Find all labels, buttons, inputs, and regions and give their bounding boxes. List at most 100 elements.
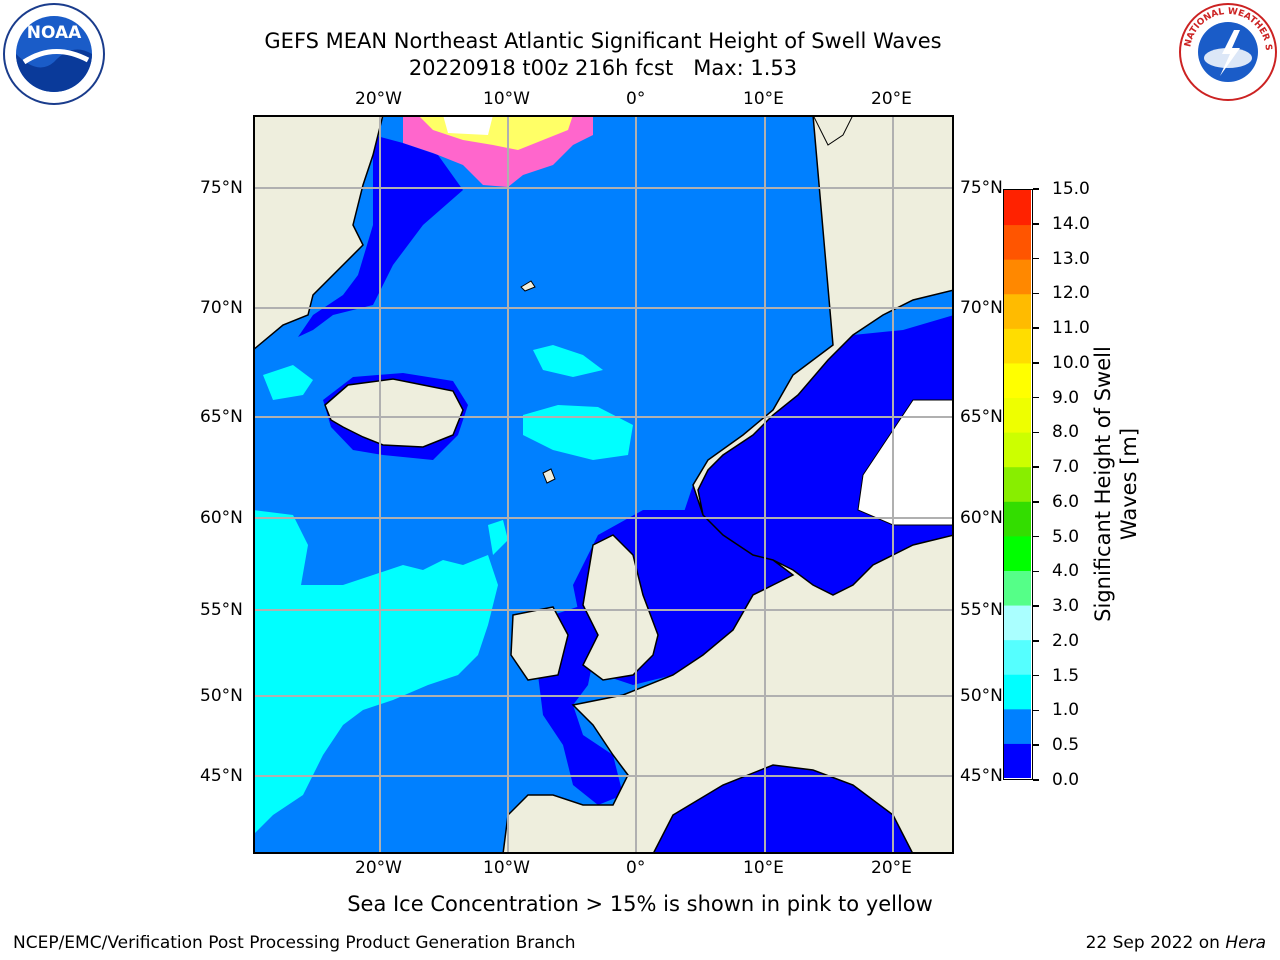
colorbar-tick-mark — [1033, 327, 1039, 329]
lat-label-left-55n: 55°N — [200, 600, 243, 620]
colorbar-tick-label: 14.0 — [1052, 213, 1090, 234]
colorbar-segment — [1004, 432, 1031, 468]
land-greenland — [252, 114, 384, 352]
colorbar-tick-mark — [1033, 396, 1039, 399]
colorbar-tick-mark — [1033, 223, 1039, 225]
lat-label-right-65n: 65°N — [960, 407, 1003, 427]
colorbar-tick-label: 1.0 — [1052, 700, 1080, 721]
colorbar-tick-label: 0.0 — [1052, 770, 1080, 790]
lat-label-right-75n: 75°N — [960, 178, 1003, 198]
swell-patch-north — [533, 345, 603, 377]
colorbar-segment — [1004, 743, 1031, 778]
colorbar-tick-mark — [1033, 709, 1039, 712]
colorbar-tick-mark — [1033, 570, 1039, 573]
swell-region-west — [253, 510, 498, 835]
colorbar-tick-mark — [1033, 466, 1039, 468]
colorbar-tick-mark — [1033, 640, 1039, 642]
colorbar-segment — [1004, 293, 1031, 329]
colorbar-segment — [1004, 328, 1031, 364]
lat-label-right-50n: 50°N — [960, 686, 1003, 706]
lat-label-right-70n: 70°N — [960, 298, 1003, 318]
colorbar-ticks: 15.0 14.0 13.0 12.0 11.0 10.0 9.0 8.0 7.0 6.0 5.0 4… — [1033, 179, 1103, 790]
colorbar-tick-label: 0.5 — [1052, 735, 1080, 756]
colorbar-tick-mark — [1033, 535, 1039, 538]
colorbar-tick-label: 6.0 — [1052, 491, 1080, 512]
colorbar-tick-label: 7.0 — [1052, 457, 1080, 478]
lon-label-top-20e: 20°E — [871, 89, 912, 109]
lat-label-right-45n: 45°N — [960, 766, 1003, 786]
colorbar-tick-mark — [1033, 605, 1039, 607]
colorbar-tick-mark — [1033, 362, 1039, 364]
colorbar-tick-label: 15.0 — [1052, 179, 1090, 199]
colorbar-tick-label: 4.0 — [1052, 561, 1080, 582]
footer-date: 22 Sep 2022 on Hera — [1086, 932, 1266, 954]
colorbar-segment — [1004, 224, 1031, 260]
swell-patch-west — [263, 365, 313, 400]
colorbar — [1003, 189, 1033, 780]
colorbar-tick-label: 2.0 — [1052, 630, 1080, 651]
lon-label-bottom-10w: 10°W — [483, 858, 530, 878]
lon-label-bottom-20e: 20°E — [871, 858, 912, 878]
calm-mediterranean — [653, 765, 913, 854]
lon-label-top-0: 0° — [626, 89, 646, 109]
colorbar-tick-mark — [1033, 257, 1039, 260]
colorbar-tick-label: 5.0 — [1052, 526, 1080, 547]
lon-label-top-10e: 10°E — [743, 89, 784, 109]
colorbar-label: Significant Height of Swell Waves [m] — [1091, 346, 1141, 622]
lon-label-bottom-10e: 10°E — [743, 858, 784, 878]
chart-title-line1: GEFS MEAN Northeast Atlantic Significant… — [264, 29, 942, 53]
colorbar-segment — [1004, 397, 1031, 433]
colorbar-segment — [1004, 259, 1031, 295]
land-faroes — [542, 468, 556, 484]
lat-label-left-60n: 60°N — [200, 508, 243, 528]
colorbar-segment — [1004, 570, 1031, 606]
map-frame — [253, 115, 954, 854]
lat-label-left-65n: 65°N — [200, 407, 243, 427]
land-iceland — [324, 378, 464, 448]
map-panel — [252, 114, 955, 855]
footer-branch: NCEP/EMC/Verification Post Processing Pr… — [13, 933, 576, 953]
colorbar-tick-label: 8.0 — [1052, 422, 1080, 443]
colorbar-tick-mark — [1033, 744, 1039, 746]
colorbar-tick-label: 10.0 — [1052, 352, 1090, 373]
calm-norway-baltic — [683, 285, 954, 635]
colorbar-tick-mark — [1033, 292, 1039, 295]
colorbar-tick-label: 1.5 — [1052, 665, 1080, 686]
chart-title-line2: 20220918 t00z 216h fcst Max: 1.53 — [408, 56, 798, 80]
lon-label-bottom-20w: 20°W — [355, 858, 402, 878]
noaa-logo-text: NOAA — [27, 23, 82, 43]
lat-label-right-55n: 55°N — [960, 600, 1003, 620]
colorbar-segment — [1004, 362, 1031, 399]
colorbar-tick-label: 12.0 — [1052, 283, 1090, 304]
map-svg — [252, 114, 955, 855]
land-great-britain — [582, 534, 659, 681]
colorbar-segment — [1004, 501, 1031, 537]
colorbar-segment — [1004, 190, 1031, 226]
colorbar-segment — [1004, 605, 1031, 641]
colorbar-tick-label: 9.0 — [1052, 387, 1080, 408]
colorbar-tick-label: 3.0 — [1052, 596, 1080, 617]
footer-host: Hera — [1225, 933, 1266, 953]
colorbar-tick-mark — [1033, 674, 1039, 677]
graticule — [253, 115, 954, 854]
sea-ice-white — [443, 115, 493, 135]
colorbar-segment — [1004, 535, 1031, 571]
colorbar-tick-mark — [1033, 779, 1039, 781]
footer-date-text: 22 Sep 2022 on — [1085, 933, 1226, 953]
lat-label-right-60n: 60°N — [960, 508, 1003, 528]
colorbar-segment — [1004, 708, 1031, 744]
swell-patch-center — [523, 405, 633, 460]
lat-label-left-75n: 75°N — [200, 178, 243, 198]
lon-label-top-20w: 20°W — [355, 89, 402, 109]
colorbar-tick-label: 13.0 — [1052, 248, 1090, 269]
colorbar-tick-mark — [1033, 188, 1039, 190]
lat-label-left-50n: 50°N — [200, 686, 243, 706]
colorbar-tick-mark — [1033, 431, 1039, 434]
lat-label-left-70n: 70°N — [200, 298, 243, 318]
colorbar-segment — [1004, 674, 1031, 710]
lon-label-top-10w: 10°W — [483, 89, 530, 109]
colorbar-tick-label: 11.0 — [1052, 318, 1090, 339]
colorbar-segment — [1004, 466, 1031, 502]
land-jan-mayen — [520, 280, 536, 292]
colorbar-svg — [1004, 190, 1031, 778]
